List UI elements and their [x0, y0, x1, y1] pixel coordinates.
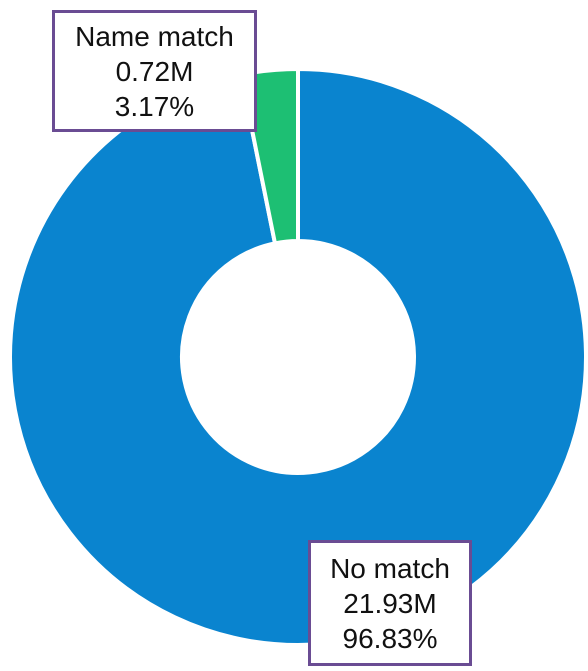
callout-name-match-value: 0.72M [115, 55, 194, 87]
callout-no-match-percent: 96.83% [342, 622, 438, 654]
callout-name-match-percent: 3.17% [114, 90, 195, 122]
slices-group [8, 67, 588, 647]
callout-name-match: Name match 0.72M 3.17% [52, 10, 257, 132]
callout-no-match: No match 21.93M 96.83% [308, 540, 472, 666]
slice-no-match [8, 67, 588, 647]
callout-no-match-value: 21.93M [343, 587, 437, 619]
callout-no-match-label: No match [330, 552, 450, 584]
callout-name-match-label: Name match [75, 20, 234, 52]
